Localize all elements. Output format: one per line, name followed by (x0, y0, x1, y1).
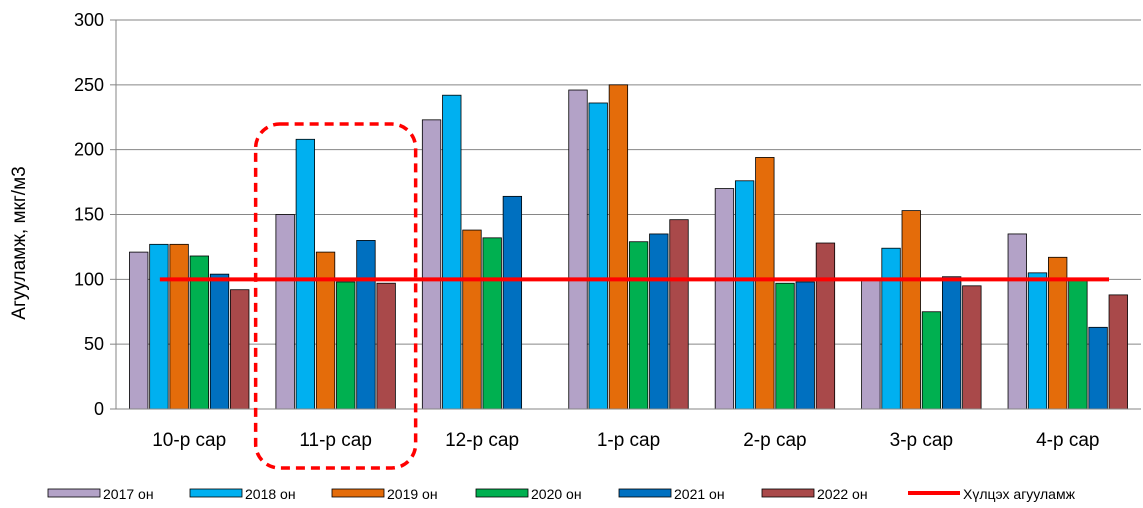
bar (275, 214, 295, 410)
bar (881, 247, 901, 410)
y-axis-title: Агууламж, мкг/м3 (9, 166, 30, 319)
legend-label: 2021 он (674, 486, 725, 502)
bar (1027, 272, 1048, 410)
x-category-label: 1-р сар (597, 430, 660, 451)
bar (649, 233, 669, 410)
bar (1007, 233, 1027, 410)
bar (295, 138, 315, 410)
x-category-label: 11-р сар (299, 430, 372, 451)
bar (1088, 326, 1108, 410)
legend-swatch (47, 488, 101, 498)
bar (230, 289, 250, 410)
bar (901, 210, 921, 410)
x-category-label: 3-р сар (890, 430, 953, 451)
highlight-box (253, 122, 418, 470)
bar (962, 285, 982, 410)
bar (1108, 294, 1128, 410)
legend-label: 2017 он (103, 486, 154, 502)
bar (209, 273, 230, 410)
bar (376, 282, 396, 410)
legend-label: 2019 он (387, 486, 438, 502)
y-tick-label: 150 (74, 205, 104, 225)
y-tick-label: 200 (74, 140, 104, 160)
bar (442, 94, 462, 410)
x-category-label: 2-р сар (743, 430, 806, 451)
y-axis-ticks: 0 50 100 150 200 250 300 (74, 10, 116, 419)
bar (861, 278, 881, 410)
bar (315, 251, 336, 410)
legend: 2017 он 2018 он 2019 он 2020 он 2021 он 2022 … (47, 486, 1076, 502)
bar (795, 281, 815, 410)
y-tick-label: 100 (74, 269, 104, 289)
x-category-label: 10-р сар (152, 430, 226, 451)
bar (502, 195, 523, 410)
axes (115, 20, 1141, 410)
grid-lines (116, 19, 1141, 345)
bar (815, 242, 836, 410)
bar (714, 188, 735, 410)
legend-swatch (475, 488, 529, 498)
bars (129, 84, 1128, 410)
y-tick-label: 300 (74, 10, 104, 30)
legend-label: Хүлцэх агууламж (963, 486, 1076, 502)
legend-swatch (618, 488, 672, 498)
x-category-label: 4-р сар (1036, 430, 1099, 451)
legend-label: 2020 он (531, 486, 582, 502)
bar (482, 237, 502, 410)
bar (1068, 280, 1088, 410)
legend-swatch (761, 488, 815, 498)
bar (568, 89, 588, 410)
bar (421, 119, 442, 410)
bar (669, 219, 689, 410)
bar (608, 84, 629, 410)
bar (149, 243, 169, 410)
x-axis-categories: 10-р сар 11-р сар 12-р сар 1-р сар 2-р сар 3-… (152, 430, 1099, 451)
bar (921, 311, 942, 410)
bar (942, 276, 962, 410)
bar (129, 251, 149, 410)
bar (734, 180, 755, 410)
bar (462, 229, 482, 410)
y-tick-label: 250 (74, 75, 104, 95)
bar (775, 282, 795, 410)
bar (588, 102, 608, 410)
bar (628, 241, 649, 410)
legend-label: 2022 он (817, 486, 868, 502)
highlight-group (253, 122, 418, 470)
bar (755, 157, 775, 410)
bar (169, 243, 189, 410)
y-tick-label: 50 (84, 334, 104, 354)
legend-swatch (189, 488, 243, 498)
legend-label: 2018 он (245, 486, 296, 502)
y-tick-label: 0 (94, 399, 104, 419)
bar (356, 240, 376, 410)
legend-swatch (331, 488, 385, 498)
x-category-label: 12-р сар (445, 430, 519, 451)
bar (336, 281, 356, 410)
